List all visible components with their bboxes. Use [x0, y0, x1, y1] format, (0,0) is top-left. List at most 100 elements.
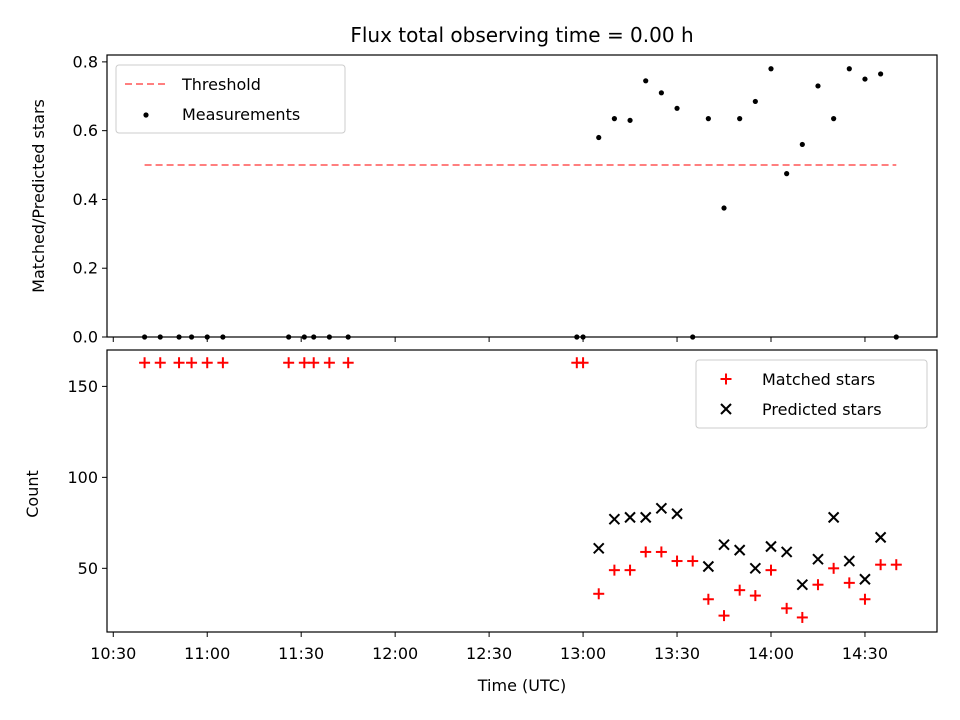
- predicted-point: [733, 544, 746, 556]
- measurement-point: [580, 334, 586, 340]
- predicted-point: [718, 538, 730, 551]
- count-y-tick-label: 100: [67, 468, 98, 487]
- matched-point: [640, 546, 652, 558]
- predicted-point-b: [624, 511, 636, 524]
- legend-predicted-marker-b: [720, 403, 732, 415]
- predicted-point-b: [812, 553, 824, 565]
- matched-point: [875, 559, 887, 571]
- legend-top-frame: [115, 64, 346, 134]
- matched-point: [702, 593, 714, 605]
- matched-point: [342, 357, 354, 369]
- measurement-point: [176, 334, 182, 340]
- ratio-y-tick-label: 0.2: [73, 259, 98, 278]
- measurement-point: [784, 171, 790, 177]
- chart-title: Flux total observing time = 0.00 h: [350, 23, 693, 47]
- panel-count-y-label: Count: [23, 470, 42, 518]
- matched-point: [796, 611, 808, 623]
- measurement-point: [627, 117, 633, 123]
- matched-point: [687, 555, 699, 567]
- measurement-point: [831, 116, 837, 122]
- measurement-point: [345, 334, 351, 340]
- measurement-point: [846, 66, 852, 72]
- legend-threshold-label: Threshold: [181, 75, 261, 94]
- matched-point: [593, 588, 605, 600]
- predicted-point: [765, 540, 777, 553]
- ratio-y-tick-label: 0.6: [73, 121, 98, 140]
- predicted-point: [796, 578, 809, 591]
- predicted-point: [749, 562, 762, 575]
- measurement-point: [705, 116, 711, 122]
- matched-point: [890, 559, 902, 571]
- x-tick-label: 13:30: [654, 644, 700, 663]
- measurement-point: [643, 78, 649, 84]
- predicted-point-b: [702, 560, 715, 573]
- legend-predicted-label: Predicted stars: [762, 400, 882, 419]
- legend-bottom: Matched stars Predicted stars: [695, 359, 928, 429]
- predicted-point: [671, 508, 683, 520]
- x-tick-label: 13:00: [560, 644, 606, 663]
- predicted-point: [593, 542, 605, 555]
- matched-point: [859, 593, 871, 605]
- predicted-point-b: [843, 555, 856, 567]
- predicted-point-b: [796, 578, 809, 591]
- panel-count-y-ticks: 50 100 150: [67, 377, 107, 578]
- measurement-point: [188, 334, 195, 340]
- measurement-point: [799, 141, 805, 148]
- matched-point: [217, 357, 229, 369]
- ratio-y-tick-label: 0.0: [73, 328, 98, 347]
- predicted-point-b: [608, 513, 621, 525]
- predicted-point-b: [859, 573, 871, 585]
- x-axis-label: Time (UTC): [477, 676, 566, 695]
- matched-point: [154, 357, 166, 369]
- measurement-point: [893, 334, 899, 340]
- predicted-point-b: [733, 544, 746, 556]
- legend-predicted-swatch: [720, 403, 732, 415]
- measurement-point: [737, 116, 743, 122]
- predicted-point: [655, 502, 668, 514]
- matched-point: [812, 579, 824, 591]
- measurement-point: [815, 83, 821, 89]
- x-tick-label: 14:00: [748, 644, 794, 663]
- matched-point: [624, 564, 636, 576]
- matched-point: [577, 357, 589, 369]
- legend-measurements-label: Measurements: [182, 105, 300, 124]
- x-tick-label: 11:00: [184, 644, 230, 663]
- measurement-point: [141, 334, 148, 340]
- measurement-point: [611, 116, 617, 122]
- measurement-point: [326, 334, 332, 340]
- legend-top: Threshold Measurements: [115, 64, 346, 134]
- legend-measurements-swatch: [143, 112, 149, 118]
- predicted-point-b: [749, 562, 762, 575]
- matched-point: [308, 357, 320, 369]
- legend-matched-label: Matched stars: [762, 370, 875, 389]
- panel-count-marks: [139, 357, 902, 623]
- predicted-point: [843, 555, 856, 567]
- panel-ratio-y-ticks: 0.0 0.2 0.4 0.6 0.8: [73, 52, 107, 347]
- matched-point: [173, 357, 185, 369]
- predicted-point-b: [874, 531, 887, 544]
- measurement-point: [204, 334, 210, 340]
- panel-count-x-ticks: 10:30 11:00 11:30 12:00 12:30 13:00 13:30 14:00…: [90, 632, 888, 663]
- predicted-point-b: [718, 538, 730, 551]
- measurement-point: [596, 134, 602, 141]
- predicted-point: [608, 513, 621, 525]
- predicted-point-b: [671, 508, 683, 520]
- matched-point: [201, 357, 213, 369]
- matched-point: [298, 357, 310, 369]
- predicted-point: [624, 511, 636, 524]
- measurement-point: [301, 334, 307, 340]
- measurement-point: [768, 66, 774, 72]
- predicted-point-b: [827, 511, 840, 524]
- panel-ratio-x-ticks: [112, 337, 866, 342]
- measurement-point: [157, 334, 163, 340]
- ratio-y-tick-label: 0.4: [73, 190, 98, 209]
- predicted-point: [859, 573, 871, 585]
- measurement-point: [674, 105, 680, 111]
- matched-point: [655, 546, 667, 558]
- measurement-point: [752, 98, 758, 105]
- measurement-point: [311, 334, 317, 340]
- ratio-y-tick-label: 0.8: [73, 52, 98, 71]
- matched-point: [843, 577, 855, 589]
